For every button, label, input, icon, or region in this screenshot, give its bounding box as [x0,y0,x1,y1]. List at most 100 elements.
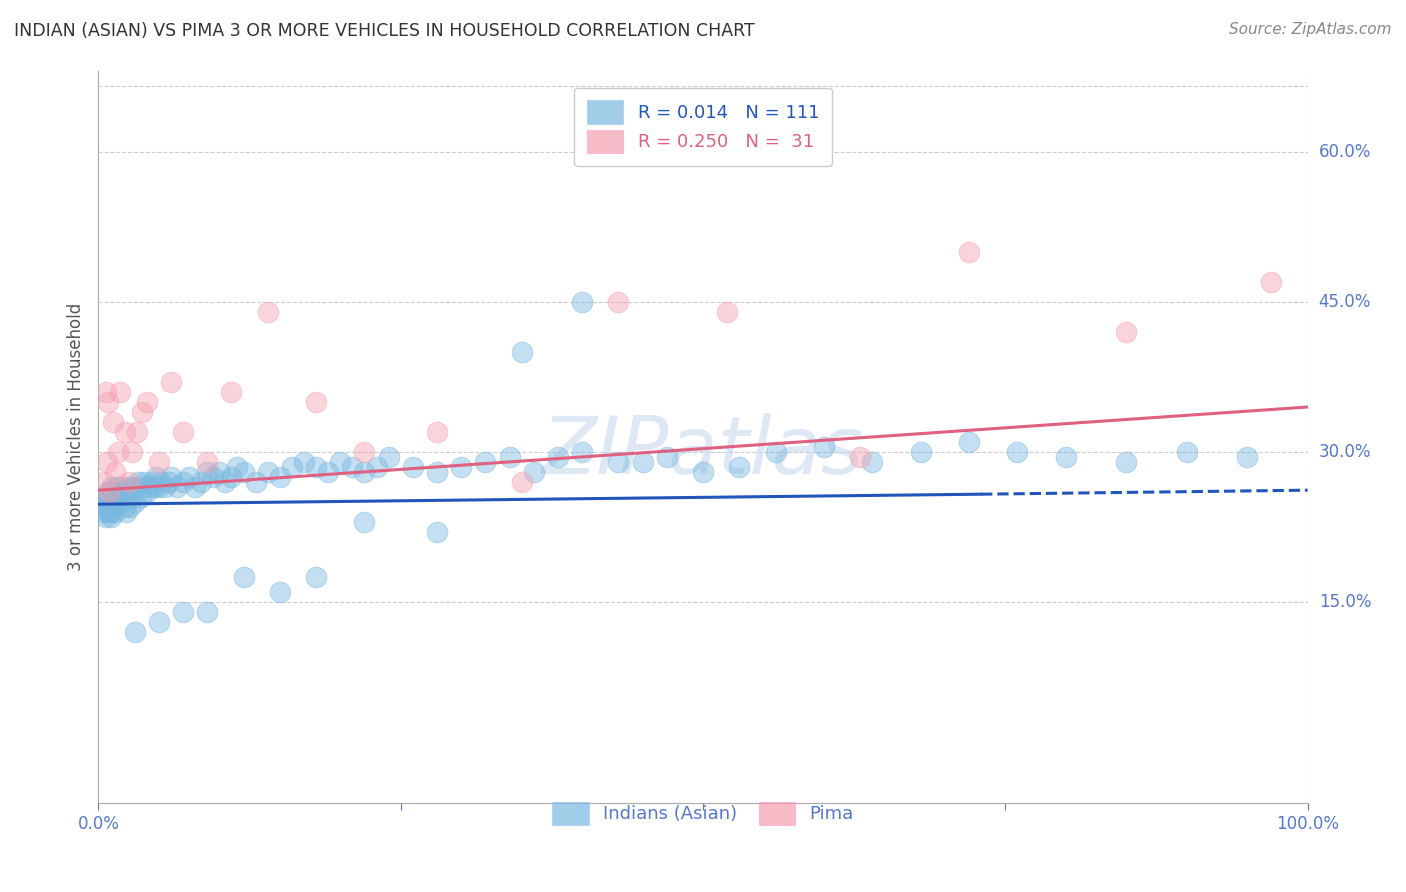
Point [143,480,166,494]
Point [97,505,120,519]
Point [100,505,122,519]
Point [172,425,194,439]
Point [148,615,170,630]
Point [692,465,714,479]
Text: 60.0%: 60.0% [1319,143,1371,161]
Point [1260,275,1282,289]
Point [93,505,115,519]
Point [305,570,328,584]
Text: 30.0%: 30.0% [1319,443,1371,461]
Point [124,625,146,640]
Point [110,485,132,500]
Point [108,384,131,399]
Point [148,480,170,494]
Point [221,384,243,399]
Point [101,415,124,429]
Point [98,495,121,509]
Point [135,485,157,500]
Point [214,475,236,490]
Point [94,510,117,524]
Point [474,455,496,469]
Point [353,465,375,479]
Point [121,445,143,459]
Point [245,475,267,490]
Point [571,294,593,309]
Point [107,490,129,504]
Point [97,485,120,500]
Point [166,480,188,494]
Point [256,465,278,479]
Point [860,455,883,469]
Point [108,485,131,500]
Point [108,480,131,494]
Point [114,500,136,515]
Point [366,460,388,475]
Point [115,505,138,519]
Point [232,570,254,584]
Point [655,450,678,464]
Point [124,495,146,509]
Text: ZIPatlas: ZIPatlas [541,413,865,491]
Point [232,465,254,479]
Point [118,500,141,515]
Point [728,460,751,475]
Point [160,375,183,389]
Point [172,475,194,490]
Point [184,480,207,494]
Point [111,490,134,504]
Point [256,305,278,319]
Point [226,460,249,475]
Point [100,500,122,515]
Point [607,294,630,309]
Point [157,475,180,490]
Y-axis label: 3 or more Vehicles in Household: 3 or more Vehicles in Household [66,303,84,571]
Point [202,470,225,484]
Point [281,460,304,475]
Point [125,480,148,494]
Point [101,500,124,515]
Point [105,480,128,494]
Point [329,455,352,469]
Point [426,425,449,439]
Point [107,445,129,459]
Point [510,475,533,490]
Point [190,475,212,490]
Point [96,495,118,509]
Point [150,475,173,490]
Point [1115,325,1137,339]
Point [104,465,127,479]
Point [195,606,218,620]
Point [426,465,449,479]
Point [179,470,201,484]
Point [402,460,425,475]
Point [910,445,932,459]
Point [148,455,170,469]
Point [129,490,152,504]
Point [96,500,118,515]
Point [269,470,291,484]
Point [93,475,115,490]
Point [135,395,157,409]
Point [1175,445,1198,459]
Text: Source: ZipAtlas.com: Source: ZipAtlas.com [1229,22,1392,37]
Point [121,480,143,494]
Point [127,475,149,490]
Point [221,470,243,484]
Point [98,485,121,500]
Point [377,450,399,464]
Point [523,465,546,479]
Point [607,455,630,469]
Point [98,490,121,504]
Point [104,505,127,519]
Point [195,455,218,469]
Point [134,475,156,490]
Point [426,525,449,540]
Point [716,305,738,319]
Text: 45.0%: 45.0% [1319,293,1371,310]
Point [571,445,593,459]
Point [96,455,118,469]
Point [120,490,142,504]
Point [316,465,339,479]
Point [153,480,176,494]
Point [117,490,139,504]
